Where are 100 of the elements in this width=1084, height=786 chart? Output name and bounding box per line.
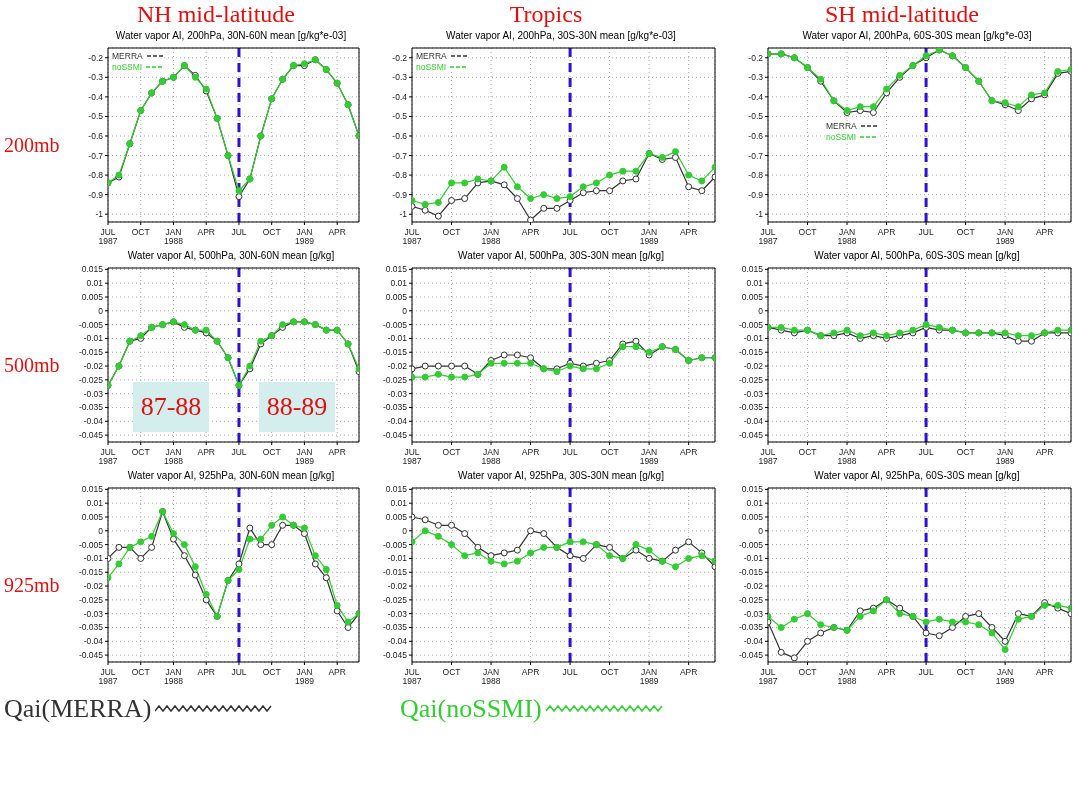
x-tick-label: JAN 1988 xyxy=(837,447,857,466)
y-tick-label: -0.01 xyxy=(743,553,764,564)
y-tick-label: -0.03 xyxy=(387,388,408,399)
x-tick-label: OCT xyxy=(262,447,281,457)
x-tick-label: JAN 1989 xyxy=(639,227,659,246)
chart-subtitle: Water vapor AI, 925hPa, 30S-30N mean [g/kg] xyxy=(457,469,665,483)
y-tick-label: -0.015 xyxy=(738,347,764,358)
y-tick-label: 0.01 xyxy=(746,278,764,289)
y-tick-label: -0.04 xyxy=(387,636,408,647)
x-tick-label: JUL 1987 xyxy=(402,227,422,246)
x-tick-label: JUL xyxy=(562,667,578,677)
y-tick-label: 0.015 xyxy=(741,264,764,275)
x-tick-label: JUL xyxy=(231,667,247,677)
y-tick-label: 0.005 xyxy=(385,292,408,303)
y-tick-label: -0.005 xyxy=(382,319,408,330)
y-tick-label: -1 xyxy=(95,209,104,220)
y-tick-label: -0.025 xyxy=(738,374,764,385)
x-tick-label: OCT xyxy=(442,227,461,237)
chart-subtitle: Water vapor AI, 500hPa, 60S-30S mean [g/kg] xyxy=(813,249,1021,263)
y-tick-label: 0.005 xyxy=(741,512,764,523)
y-tick-label: -0.03 xyxy=(387,608,408,619)
y-tick-label: -0.02 xyxy=(387,361,408,372)
x-tick-label: JAN 1989 xyxy=(639,667,659,686)
y-tick-label: 0.01 xyxy=(86,278,104,289)
y-tick-label: -0.045 xyxy=(382,650,408,661)
y-tick-label: -0.025 xyxy=(738,594,764,605)
y-tick-label: 0.015 xyxy=(81,264,104,275)
y-tick-label: -0.03 xyxy=(83,608,104,619)
x-tick-label: APR xyxy=(877,447,896,457)
y-tick-label: -0.035 xyxy=(738,622,764,633)
y-tick-label: -0.3 xyxy=(392,72,408,83)
y-tick-label: -0.035 xyxy=(382,402,408,413)
x-tick-label: JAN 1988 xyxy=(481,227,501,246)
y-tick-label: -0.7 xyxy=(748,150,764,161)
y-tick-label: 0.01 xyxy=(86,498,104,509)
y-tick-label: -0.005 xyxy=(382,539,408,550)
y-tick-label: -0.005 xyxy=(78,319,104,330)
y-tick-label: -0.3 xyxy=(88,72,104,83)
x-tick-label: OCT xyxy=(798,447,817,457)
y-tick-label: -0.045 xyxy=(78,430,104,441)
y-tick-label: -0.04 xyxy=(387,416,408,427)
y-tick-label: -0.035 xyxy=(78,402,104,413)
y-axis-title: 200mb xyxy=(4,134,61,157)
y-tick-label: -0.02 xyxy=(83,361,104,372)
y-tick-label: -0.005 xyxy=(738,319,764,330)
y-tick-label: -0.5 xyxy=(392,111,408,122)
y-tick-label: -0.2 xyxy=(748,52,764,63)
x-tick-label: JAN 1988 xyxy=(481,447,501,466)
y-tick-label: -0.04 xyxy=(743,416,764,427)
x-tick-label: OCT xyxy=(262,667,281,677)
x-tick-label: JUL 1987 xyxy=(402,447,422,466)
x-tick-label: JUL 1987 xyxy=(98,667,118,686)
y-tick-label: 0.015 xyxy=(81,484,104,495)
y-tick-label: -1 xyxy=(755,209,764,220)
y-tick-label: -0.4 xyxy=(748,91,764,102)
x-tick-label: JAN 1989 xyxy=(639,447,659,466)
x-tick-label: OCT xyxy=(956,447,975,457)
y-tick-label: -0.01 xyxy=(83,333,104,344)
legend-label: Qai(noSSMI) xyxy=(400,694,542,724)
x-tick-label: JAN 1988 xyxy=(837,227,857,246)
label-box: 87-88 xyxy=(133,381,209,432)
y-tick-label: -0.025 xyxy=(78,594,104,605)
y-tick-label: -0.9 xyxy=(88,189,104,200)
y-tick-label: -0.9 xyxy=(748,189,764,200)
x-tick-label: OCT xyxy=(131,447,150,457)
y-tick-label: -0.8 xyxy=(392,170,408,181)
x-tick-label: APR xyxy=(679,667,698,677)
y-tick-label: -0.04 xyxy=(743,636,764,647)
x-tick-label: APR xyxy=(328,447,346,457)
y-tick-label: 0.005 xyxy=(81,292,104,303)
x-tick-label: JAN 1989 xyxy=(995,447,1015,466)
y-tick-label: -0.4 xyxy=(392,91,408,102)
y-tick-label: -0.045 xyxy=(382,430,408,441)
y-tick-label: -0.02 xyxy=(387,581,408,592)
chart-subtitle: Water vapor AI, 925hPa, 60S-30S mean [g/kg] xyxy=(813,469,1021,483)
y-tick-label: -0.045 xyxy=(78,650,104,661)
y-tick-label: -0.02 xyxy=(743,361,764,372)
y-tick-label: -0.01 xyxy=(387,333,408,344)
y-tick-label: -0.6 xyxy=(748,131,764,141)
chart-subtitle: Water vapor AI, 925hPa, 30N-60N mean [g/kg] xyxy=(126,469,336,483)
x-tick-label: APR xyxy=(197,667,215,677)
x-tick-label: JUL xyxy=(918,447,934,457)
x-tick-label: JUL 1987 xyxy=(402,667,422,686)
x-tick-label: APR xyxy=(877,667,896,677)
y-tick-label: -0.03 xyxy=(743,388,764,399)
y-tick-label: -0.01 xyxy=(387,553,408,564)
chart-subtitle: Water vapor AI, 500hPa, 30N-60N mean [g/kg] xyxy=(126,249,336,263)
x-tick-label: OCT xyxy=(131,227,150,237)
y-tick-label: -0.025 xyxy=(382,374,408,385)
y-tick-label: -0.6 xyxy=(392,131,408,141)
legend-label: Qai(MERRA) xyxy=(4,694,152,724)
x-tick-label: JAN 1988 xyxy=(837,667,857,686)
x-tick-label: APR xyxy=(328,667,346,677)
y-tick-label: -0.015 xyxy=(78,567,104,578)
y-tick-label: -0.01 xyxy=(83,553,104,564)
x-tick-label: JUL xyxy=(918,667,934,677)
y-tick-label: -0.5 xyxy=(88,111,104,122)
y-tick-label: 0.01 xyxy=(390,498,408,509)
y-tick-label: -0.015 xyxy=(382,347,408,358)
y-tick-label: -0.015 xyxy=(382,567,408,578)
